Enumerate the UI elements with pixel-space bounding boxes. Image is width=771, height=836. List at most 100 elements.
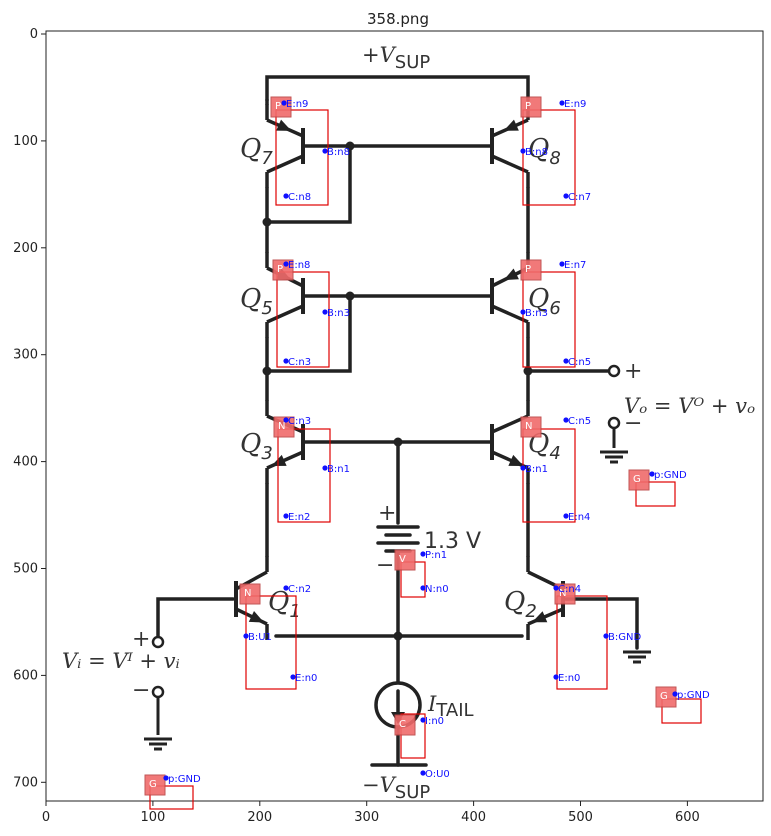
input-equation: Vᵢ = Vᴵ + vᵢ <box>62 649 180 673</box>
pin-marker <box>563 193 569 199</box>
pin-marker <box>520 309 526 315</box>
y-tick-label: 700 <box>13 775 38 790</box>
detection-box <box>275 109 329 206</box>
output-terminals <box>607 364 621 448</box>
pin-marker <box>322 309 328 315</box>
input-terminals <box>151 635 165 735</box>
itail-label: ITAIL <box>427 692 474 721</box>
transistor-label-q5: Q5 <box>240 284 273 319</box>
pin-label: p:GND <box>654 470 687 481</box>
pin-label: C:n5 <box>568 357 591 368</box>
detection-tag <box>520 96 542 118</box>
x-tick-label: 500 <box>568 810 593 825</box>
pin-label: p:GND <box>677 690 710 701</box>
detection-box <box>661 698 702 724</box>
output-equation: Vₒ = Vᴼ + vₒ <box>624 394 755 418</box>
annotation-overlay: P P P P N N N N V C G G G E:n9 B:n8 C:n8 E:n9 B:n8 C:n7 E:n… <box>144 96 710 810</box>
x-tick-label: 0 <box>42 810 50 825</box>
input-minus-label: − <box>132 678 150 703</box>
detection-box <box>149 785 194 810</box>
pin-marker <box>283 358 289 364</box>
x-tick-label: 300 <box>354 810 379 825</box>
pin-marker <box>559 261 565 267</box>
pin-marker <box>283 585 289 591</box>
transistor-label-q6: Q6 <box>528 284 561 319</box>
pin-marker <box>563 513 569 519</box>
pin-marker <box>420 770 426 776</box>
x-tick-label: 600 <box>675 810 700 825</box>
detection-tag <box>520 259 542 281</box>
x-tick-label: 200 <box>247 810 272 825</box>
pin-marker <box>322 148 328 154</box>
pin-label: E:n4 <box>568 512 590 523</box>
detection-tag-text: V <box>399 554 406 565</box>
pin-label: E:n7 <box>564 260 586 271</box>
detection-tag-text: N <box>559 588 566 599</box>
supply-bottom-label: −VSUP <box>362 773 430 803</box>
ground-symbols <box>144 450 651 751</box>
detection-tag <box>655 686 677 708</box>
detection-tag-text: G <box>633 474 641 485</box>
plot-frame <box>45 30 764 802</box>
figure-title: 358.png <box>367 10 429 28</box>
pin-marker <box>281 100 287 106</box>
detection-tag <box>520 416 542 438</box>
ground-symbol <box>600 450 628 464</box>
detection-box <box>400 713 426 759</box>
y-tick-label: 600 <box>13 668 38 683</box>
output-minus-label: − <box>624 411 642 436</box>
pin-label: E:n9 <box>564 99 586 110</box>
pin-marker <box>290 674 296 680</box>
axis-ticks: 0 100 200 300 400 500 600 0 100 200 300 400 500 600 70… <box>13 27 700 825</box>
pin-label: B:U1 <box>248 632 272 643</box>
pin-label: B:GND <box>608 632 641 643</box>
detection-tag-text: N <box>244 588 251 599</box>
detection-box <box>522 428 576 523</box>
detection-tag-text: C <box>399 719 406 730</box>
pin-marker <box>559 100 565 106</box>
battery-value-label: 1.3 V <box>424 529 481 554</box>
pin-marker <box>283 417 289 423</box>
pin-label: C:n7 <box>568 192 591 203</box>
pin-label: C:n8 <box>288 192 311 203</box>
pin-label: C:n3 <box>288 416 311 427</box>
junction-dots <box>262 141 533 641</box>
pin-label: C:n2 <box>288 584 311 595</box>
pin-label: B:n8 <box>327 147 350 158</box>
transistor-q7 <box>265 104 305 188</box>
output-plus-label: + <box>624 359 642 384</box>
transistor-label-q3: Q3 <box>240 429 273 464</box>
supply-top-label: +VSUP <box>362 43 430 73</box>
detection-box <box>556 595 608 690</box>
y-tick-label: 100 <box>13 134 38 149</box>
detection-box <box>522 271 576 368</box>
detection-box <box>245 595 297 690</box>
ground-symbol <box>144 737 172 751</box>
x-tick-label: 400 <box>461 810 486 825</box>
pin-marker <box>520 465 526 471</box>
pin-marker <box>243 633 249 639</box>
pin-marker <box>553 674 559 680</box>
pin-label: E:n9 <box>286 99 308 110</box>
pin-marker <box>163 775 169 781</box>
pin-label: B:n3 <box>525 308 548 319</box>
pin-label: E:n2 <box>288 512 310 523</box>
battery-plus-label: + <box>378 501 396 526</box>
detection-tag-text: G <box>660 691 668 702</box>
detection-tag <box>554 583 576 605</box>
pin-marker <box>420 585 426 591</box>
detection-box <box>635 481 676 507</box>
pin-label: B:n1 <box>327 464 350 475</box>
detection-tag-text: N <box>525 421 532 432</box>
pin-label: E:n0 <box>558 673 580 684</box>
pin-label: p:GND <box>168 774 201 785</box>
detection-tag <box>394 714 416 736</box>
detection-box <box>277 428 331 523</box>
transistor-label-q7: Q7 <box>240 134 273 169</box>
pin-label: C:n5 <box>568 416 591 427</box>
detection-box <box>522 109 576 206</box>
detection-tag-text: P <box>275 101 281 112</box>
pin-marker <box>553 585 559 591</box>
